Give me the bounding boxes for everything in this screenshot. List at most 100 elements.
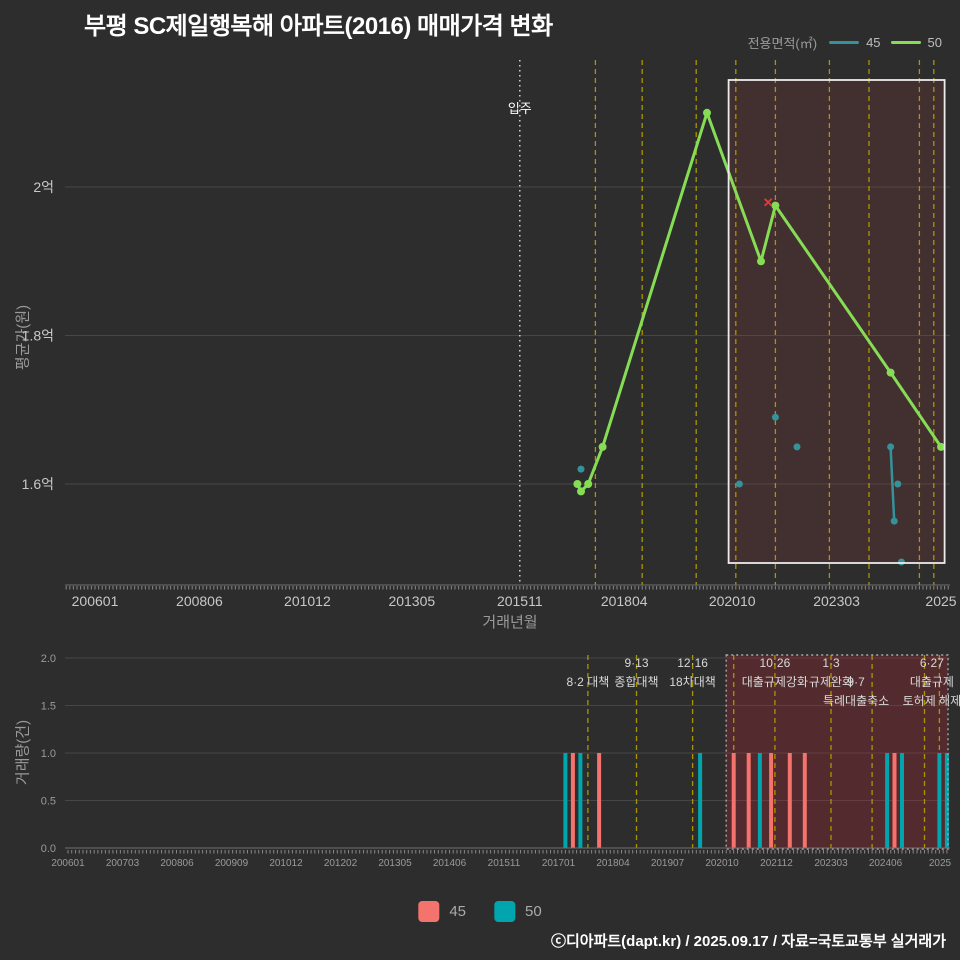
volume-x-tick-label: 202406	[869, 858, 903, 869]
volume-x-tick-label: 200601	[51, 858, 85, 869]
series-45-line	[889, 446, 896, 522]
series-50-point[interactable]	[771, 201, 780, 210]
price-x-tick-label: 202303	[813, 593, 860, 609]
series-45-point[interactable]	[771, 413, 779, 421]
legend-item-45[interactable]: 45	[829, 35, 881, 50]
policy-annotation: 토허제 해제	[903, 694, 960, 708]
volume-x-tick-label: 202303	[814, 858, 848, 869]
volume-bar-50[interactable]	[757, 753, 762, 848]
series-50-point[interactable]	[598, 442, 607, 451]
volume-x-tick-label: 2025	[929, 858, 952, 869]
policy-annotation: 1·3	[822, 656, 840, 670]
page-title: 부평 SC제일행복해 아파트(2016) 매매가격 변화	[84, 13, 553, 40]
series-50-bar-swatch	[494, 901, 515, 922]
price-y-tick-label: 1.8억	[22, 328, 54, 344]
volume-bar-45[interactable]	[892, 753, 897, 848]
volume-bar-45[interactable]	[787, 753, 792, 848]
volume-x-tick-label: 200703	[106, 858, 140, 869]
volume-bar-45[interactable]	[731, 753, 736, 848]
policy-annotation: 종합대책	[614, 674, 658, 689]
legend-label-45-volume: 45	[449, 903, 466, 920]
price-x-tick-label: 201305	[388, 593, 435, 609]
volume-bar-45[interactable]	[746, 753, 751, 848]
volume-bar-50[interactable]	[563, 753, 568, 848]
price-x-tick-label: 202010	[709, 593, 756, 609]
price-x-tick-label: 201012	[284, 593, 331, 609]
area-size-legend-title: 전용면적(㎡)	[747, 36, 818, 51]
volume-y-tick-label: 1.0	[41, 748, 56, 760]
series-50-point[interactable]	[573, 480, 582, 488]
legend-item-50[interactable]: 50	[890, 35, 942, 50]
volume-x-tick-label: 201804	[596, 858, 630, 869]
series-45-point[interactable]	[897, 558, 905, 566]
volume-bar-50[interactable]	[578, 753, 583, 848]
volume-bar-45[interactable]	[597, 753, 602, 848]
legend-label-50: 50	[927, 35, 942, 50]
series-50-point[interactable]	[703, 108, 711, 117]
volume-bar-50[interactable]	[900, 753, 904, 848]
volume-y-tick-label: 1.5	[41, 701, 56, 713]
price-y-tick-label: 1.6억	[22, 476, 54, 492]
volume-x-tick-label: 201406	[433, 858, 467, 869]
policy-annotation: 12·16	[677, 656, 708, 670]
volume-x-tick-label: 200909	[215, 858, 249, 869]
move-in-label: 입주	[508, 101, 532, 116]
series-45-point[interactable]	[894, 480, 902, 488]
series-50-point[interactable]	[584, 480, 593, 488]
regulation-period-border	[727, 79, 946, 564]
legend-label-45: 45	[866, 35, 881, 50]
volume-y-tick-label: 2.0	[41, 653, 56, 665]
price-x-tick-label: 201804	[601, 593, 648, 609]
volume-bar-45[interactable]	[802, 753, 807, 848]
volume-bar-50[interactable]	[885, 753, 890, 848]
policy-annotation: 대출규제	[910, 675, 954, 689]
legend-item-50-volume[interactable]: 50	[494, 901, 542, 922]
policy-annotation: 9·7	[847, 675, 865, 689]
series-45-point[interactable]	[793, 443, 801, 451]
price-y-tick-label: 2억	[33, 179, 54, 195]
volume-bar-45[interactable]	[769, 753, 774, 848]
series-45-point[interactable]	[577, 465, 585, 473]
legend-item-45-volume[interactable]: 45	[418, 901, 466, 922]
policy-annotation: 10·26	[760, 656, 791, 670]
series-50-point[interactable]	[577, 487, 585, 496]
series-45-point[interactable]	[890, 517, 898, 525]
volume-x-tick-label: 200806	[160, 858, 194, 869]
volume-x-tick-label: 201511	[488, 858, 521, 869]
policy-annotation: 8·2 대책	[567, 674, 610, 689]
cancelled-deal-marker[interactable]: ✕	[763, 195, 774, 210]
price-chart[interactable]: 2억 1.8억 1.6억 입주 ✕ 200601 200806 201012 201305 201…	[0, 55, 960, 630]
price-x-tick-label: 200601	[72, 593, 119, 609]
series-50-point[interactable]	[886, 368, 895, 377]
volume-y-tick-label: 0.5	[41, 796, 56, 808]
price-x-tick-label: 200806	[176, 593, 223, 609]
price-x-tick-label: 201511	[497, 593, 543, 609]
series-45-point[interactable]	[735, 480, 743, 488]
price-x-tick-label: 2025	[925, 593, 956, 609]
volume-bar-50[interactable]	[937, 753, 942, 848]
series-45-bar-swatch	[418, 901, 440, 922]
volume-bar-45[interactable]	[570, 753, 575, 848]
price-x-axis-title: 거래년월	[482, 614, 538, 631]
policy-annotation: 18차대책	[669, 674, 715, 689]
volume-bar-50[interactable]	[698, 753, 703, 848]
policy-annotation: 규제완화	[809, 675, 853, 689]
volume-x-tick-label: 202010	[705, 858, 739, 869]
policy-annotation: 9·13	[624, 656, 648, 670]
series-50-point[interactable]	[757, 257, 765, 266]
volume-legend: 45 50	[418, 901, 542, 922]
volume-x-tick-label: 201305	[378, 858, 412, 869]
volume-bar-50[interactable]	[944, 753, 949, 848]
footer-credit: ⓒ디아파트(dapt.kr) / 2025.09.17 / 자료=국토교통부 실…	[550, 933, 946, 950]
volume-chart[interactable]: 0.0 0.5 1.0 1.5 2.0 8·2 대책 9·13 종합대책 12·16 18차대책 1…	[0, 650, 960, 880]
regulation-period-region	[728, 80, 945, 563]
regulation-period-region	[726, 655, 948, 849]
legend-label-50-volume: 50	[525, 903, 542, 920]
policy-annotation: 대출규제강화	[742, 675, 808, 689]
volume-x-tick-label: 201012	[269, 858, 303, 869]
series-45-point[interactable]	[887, 443, 895, 451]
series-45-line-swatch	[829, 41, 860, 44]
area-size-legend: 전용면적(㎡) 45 50	[748, 33, 942, 52]
volume-y-tick-label: 0.0	[41, 843, 56, 855]
series-50-point[interactable]	[937, 442, 945, 451]
